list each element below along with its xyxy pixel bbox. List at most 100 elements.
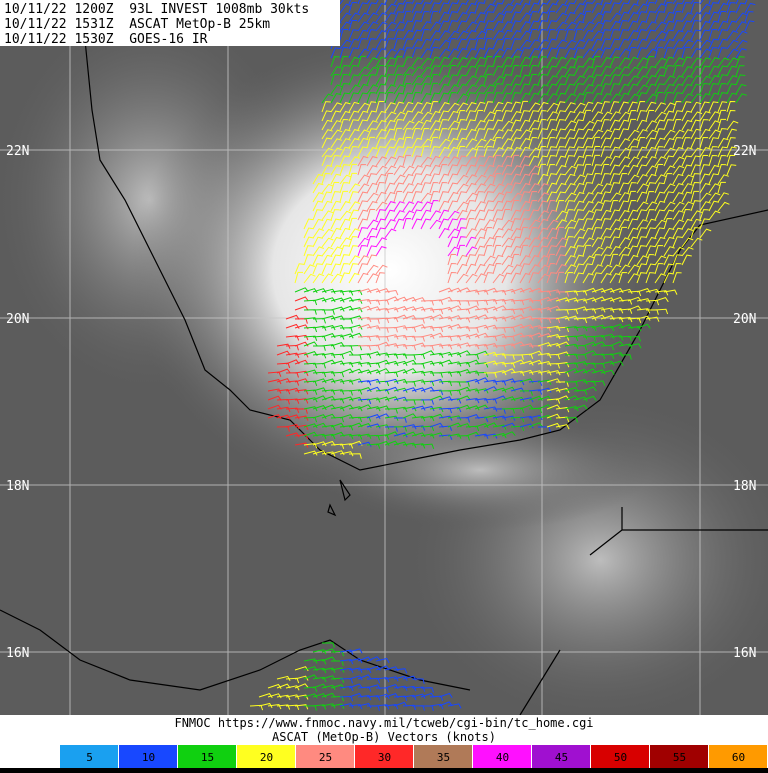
wind-barb [501,47,513,59]
wind-barb [600,57,612,68]
wind-barb [582,255,595,266]
wind-barb [672,10,682,23]
wind-barb [609,101,620,113]
wind-barb [528,287,543,293]
wind-barb [537,192,550,203]
wind-barb [474,324,489,330]
wind-barb [501,120,514,131]
wind-barb [348,0,352,5]
wind-barb [312,704,327,710]
wind-barb [519,255,531,266]
wind-barb [528,209,539,221]
wind-barb [609,308,624,314]
wind-barb [330,66,342,77]
wind-barb [537,307,552,313]
wind-barb [528,272,539,284]
wind-barb [609,209,620,221]
wind-barb [411,11,422,23]
wind-barb [312,246,325,257]
wind-barb [555,173,566,185]
wind-barb [465,359,480,365]
wind-barb [321,433,336,440]
wind-barb [627,254,639,266]
wind-barb [582,182,592,194]
wind-barb [546,289,561,295]
wind-barb [438,191,448,203]
wind-barb [582,146,592,158]
wind-barb [366,335,381,341]
wind-barb [339,333,354,339]
wind-barb [357,245,367,257]
wind-barb [402,210,415,221]
wind-barb [690,57,703,68]
wind-barb [339,245,349,257]
wind-barb [555,237,568,248]
wind-barb [483,263,495,275]
wind-barb [717,154,727,167]
wind-barb [447,415,462,421]
wind-barb [708,57,720,68]
wind-barb [393,73,403,86]
wind-barb [645,245,656,257]
wind-barb [303,658,318,664]
wind-barb [681,174,694,185]
wind-barb [438,209,449,221]
wind-barb [429,352,444,359]
wind-barb [528,380,543,386]
wind-barb [564,93,577,104]
wind-barb [402,387,417,393]
wind-barb [519,200,531,212]
wind-barb [645,253,655,266]
wind-barb [654,30,667,41]
wind-barb [357,667,372,674]
wind-barb [627,199,637,212]
wind-barb [429,379,444,385]
wind-barb [636,3,649,14]
wind-barb [456,109,466,122]
wind-barb [645,101,657,113]
wind-barb [699,39,712,50]
wind-barb [717,163,727,176]
wind-barb [303,317,318,323]
wind-barb [294,370,309,377]
wind-barb [483,92,493,104]
wind-barb [537,200,548,212]
wind-barb [447,406,462,413]
wind-barb [609,264,622,275]
wind-barb [501,308,516,315]
wind-barb [330,173,342,185]
wind-barb [357,237,370,248]
wind-barb [528,110,539,122]
wind-barb [474,174,487,185]
wind-barb [420,92,432,104]
wind-barb [708,101,719,113]
wind-barb [420,164,432,176]
wind-barb [645,129,658,140]
wind-barb [654,236,666,248]
wind-barb [375,218,386,230]
wind-barb [618,92,630,104]
wind-barb [519,173,531,185]
wind-barb [627,245,638,257]
wind-barb [663,155,674,167]
wind-barb [690,173,700,185]
wind-barb [285,407,300,413]
wind-barb [321,273,334,284]
wind-barb [366,48,378,59]
wind-barb [303,273,316,284]
wind-barb [321,183,334,194]
wind-barb [546,56,558,68]
wind-barb [429,343,444,349]
wind-barb [348,228,360,239]
wind-barb [573,298,588,304]
wind-barb [618,29,628,41]
wind-barb [393,387,408,393]
wind-barb [321,703,336,709]
wind-barb [339,237,352,248]
wind-barb [393,127,402,140]
wind-barb [663,272,674,284]
wind-barb [690,237,703,248]
wind-barb [663,11,675,23]
wind-barb [735,56,745,68]
